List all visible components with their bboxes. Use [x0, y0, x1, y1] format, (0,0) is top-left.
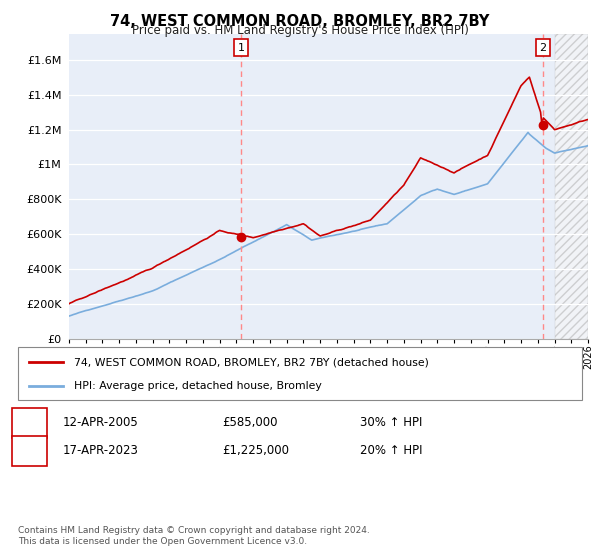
- Text: 74, WEST COMMON ROAD, BROMLEY, BR2 7BY (detached house): 74, WEST COMMON ROAD, BROMLEY, BR2 7BY (…: [74, 357, 429, 367]
- Text: 1: 1: [25, 416, 34, 430]
- Text: 1: 1: [238, 43, 245, 53]
- Text: Price paid vs. HM Land Registry's House Price Index (HPI): Price paid vs. HM Land Registry's House …: [131, 24, 469, 37]
- Text: This data is licensed under the Open Government Licence v3.0.: This data is licensed under the Open Gov…: [18, 537, 307, 546]
- Text: HPI: Average price, detached house, Bromley: HPI: Average price, detached house, Brom…: [74, 380, 322, 390]
- Text: £1,225,000: £1,225,000: [222, 444, 289, 458]
- Text: 17-APR-2023: 17-APR-2023: [63, 444, 139, 458]
- Text: Contains HM Land Registry data © Crown copyright and database right 2024.: Contains HM Land Registry data © Crown c…: [18, 526, 370, 535]
- Text: 20% ↑ HPI: 20% ↑ HPI: [360, 444, 422, 458]
- Text: 74, WEST COMMON ROAD, BROMLEY, BR2 7BY: 74, WEST COMMON ROAD, BROMLEY, BR2 7BY: [110, 14, 490, 29]
- Text: 2: 2: [539, 43, 546, 53]
- Text: 30% ↑ HPI: 30% ↑ HPI: [360, 416, 422, 430]
- FancyBboxPatch shape: [18, 347, 582, 400]
- Text: 12-APR-2005: 12-APR-2005: [63, 416, 139, 430]
- Text: £585,000: £585,000: [222, 416, 277, 430]
- Text: 2: 2: [25, 444, 34, 458]
